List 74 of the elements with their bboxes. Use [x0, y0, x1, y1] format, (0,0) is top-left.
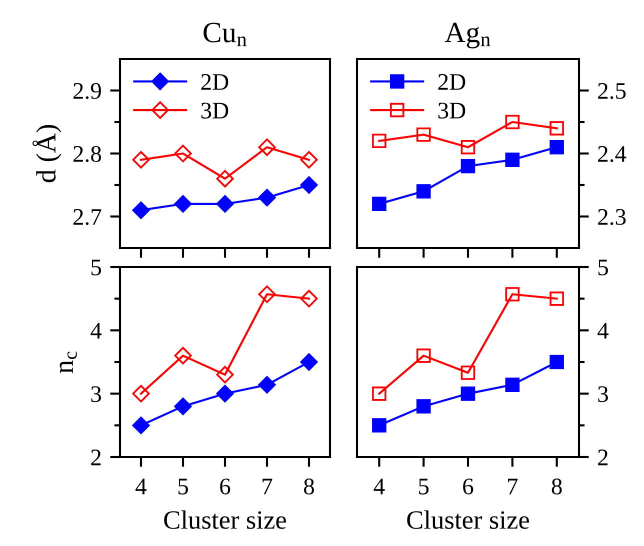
point — [372, 196, 386, 212]
point — [258, 138, 276, 156]
y2-tick-label: 3 — [598, 386, 608, 402]
x-tick-label: 7 — [262, 478, 272, 494]
point — [460, 158, 476, 174]
chart-title: Ag$_{n}$ — [444, 22, 490, 48]
x-tick-label: 7 — [508, 478, 518, 494]
point — [174, 144, 192, 162]
point — [132, 416, 150, 434]
legend-label: 2D — [201, 74, 228, 90]
point — [132, 384, 150, 402]
point — [132, 201, 150, 219]
point — [550, 121, 564, 136]
point — [416, 127, 431, 142]
y-tick-label: 2.7 — [73, 209, 102, 226]
chart-title: Cu$_{n}$ — [204, 22, 247, 46]
x-tick-label: 6 — [463, 478, 474, 494]
point — [216, 170, 234, 188]
point — [505, 114, 520, 130]
point — [216, 384, 234, 402]
x-tick-label: 4 — [136, 478, 147, 494]
point — [372, 418, 386, 432]
y2-tick-label: 2.5 — [598, 83, 626, 100]
y-tick-label: 2 — [91, 450, 101, 466]
point — [416, 184, 431, 198]
point — [300, 176, 318, 194]
x-tick-label: 4 — [374, 478, 385, 494]
point — [505, 378, 520, 392]
point — [372, 134, 386, 148]
y-tick-label: 4 — [90, 322, 102, 339]
point — [460, 366, 476, 380]
point — [550, 354, 564, 370]
point — [416, 348, 431, 363]
x-tick-label: 5 — [419, 478, 429, 494]
x-tick-label: 8 — [304, 478, 314, 494]
point — [505, 287, 520, 302]
y-axis-title: d (Å) — [32, 125, 62, 182]
y-tick-label: 2.8 — [73, 146, 102, 162]
y-tick-label: 3 — [91, 386, 102, 402]
y-axis-title: n$_{c}$ — [60, 352, 77, 374]
y2-tick-label: 5 — [598, 260, 608, 276]
x-axis-title: Cluster size — [164, 510, 286, 529]
point — [460, 140, 476, 154]
point — [132, 151, 150, 169]
x-axis-title: Cluster size — [407, 510, 530, 529]
point — [372, 386, 386, 401]
point — [300, 151, 318, 169]
point — [550, 292, 564, 306]
legend-label: 3D — [438, 102, 466, 119]
point — [460, 386, 476, 401]
y2-tick-label: 2 — [598, 450, 608, 466]
point — [174, 195, 192, 213]
point — [258, 376, 276, 394]
y2-tick-label: 2.3 — [598, 209, 626, 226]
legend-label: 2D — [438, 74, 466, 90]
x-tick-label: 6 — [220, 478, 230, 494]
point — [258, 285, 276, 303]
y-tick-label: 5 — [92, 260, 102, 276]
point — [300, 353, 318, 371]
point — [216, 366, 234, 384]
point — [550, 140, 564, 154]
point — [174, 398, 192, 416]
y2-tick-label: 4 — [598, 322, 608, 339]
legend-label: 3D — [201, 102, 228, 119]
y2-tick-label: 2.4 — [598, 146, 626, 162]
y-tick-label: 2.9 — [73, 83, 101, 100]
point — [216, 195, 234, 213]
x-tick-label: 5 — [178, 478, 188, 494]
x-tick-label: 8 — [552, 478, 562, 494]
point — [505, 152, 520, 167]
point — [416, 399, 431, 414]
point — [300, 290, 318, 308]
point — [174, 346, 192, 364]
point — [258, 188, 276, 206]
